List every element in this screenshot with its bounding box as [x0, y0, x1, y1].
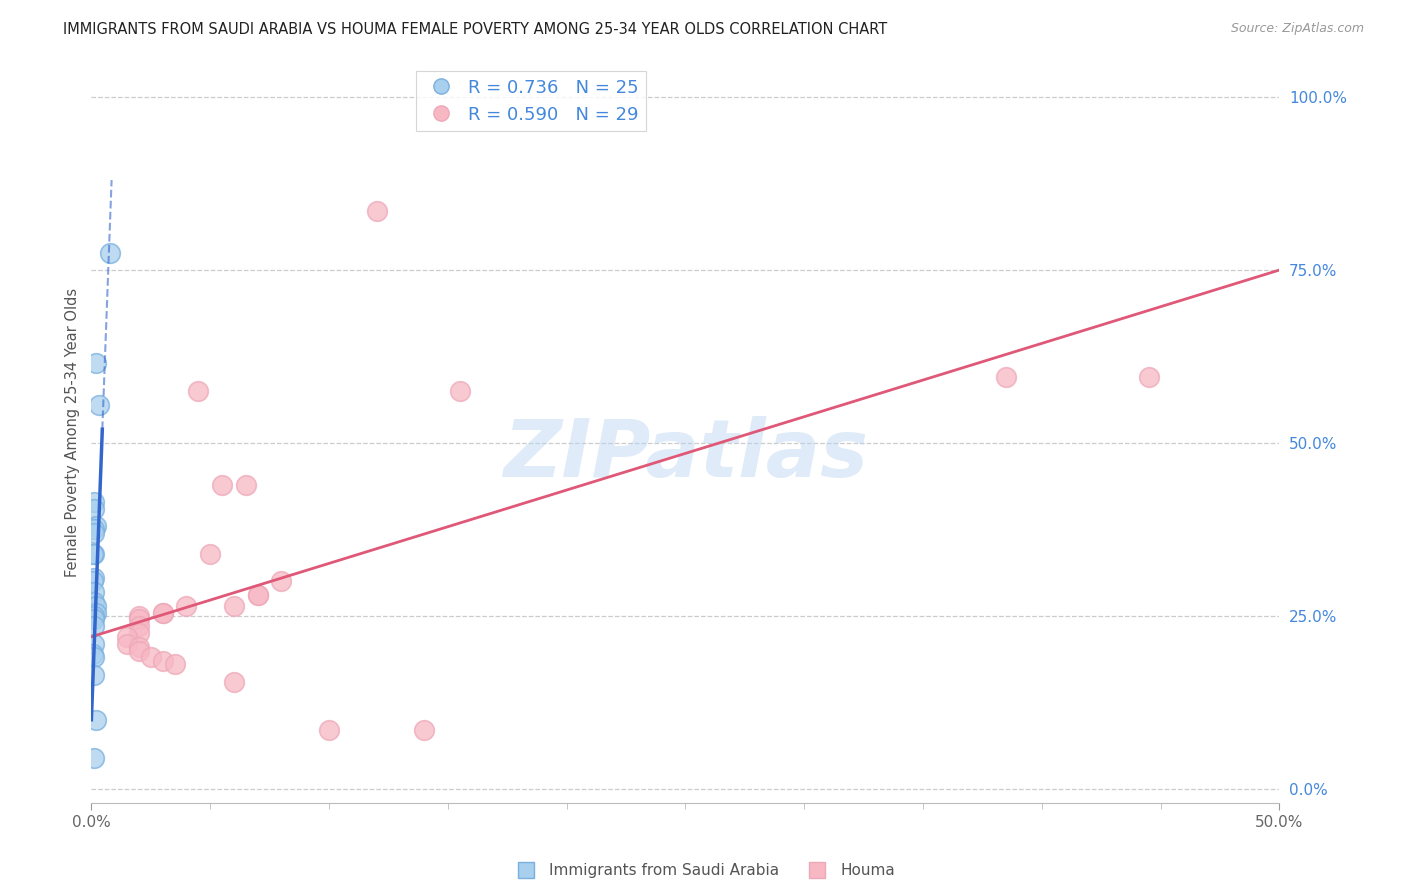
Point: [128, 640, 150, 654]
Point: [222, 599, 245, 613]
Point: [413, 723, 436, 738]
Point: [128, 609, 150, 624]
Point: [366, 204, 388, 219]
Point: [83, 650, 105, 665]
Point: [83, 547, 105, 561]
Point: [270, 574, 292, 589]
Point: [82, 574, 104, 589]
Point: [84, 519, 107, 533]
Point: [83, 501, 105, 516]
Point: [83, 584, 105, 599]
Point: [152, 606, 174, 620]
Point: [83, 525, 105, 540]
Point: [83, 619, 105, 633]
Point: [200, 547, 222, 561]
Legend: R = 0.736   N = 25, R = 0.590   N = 29: R = 0.736 N = 25, R = 0.590 N = 29: [416, 71, 647, 131]
Point: [115, 637, 138, 651]
Point: [1137, 370, 1160, 384]
Point: [83, 595, 105, 609]
Point: [128, 619, 150, 633]
Point: [83, 637, 105, 651]
Point: [187, 384, 209, 398]
Point: [176, 599, 198, 613]
Point: [84, 713, 107, 727]
Point: [83, 751, 105, 765]
Point: [211, 477, 233, 491]
Legend: Immigrants from Saudi Arabia, Houma: Immigrants from Saudi Arabia, Houma: [505, 857, 901, 884]
Point: [139, 650, 162, 665]
Point: [222, 674, 245, 689]
Y-axis label: Female Poverty Among 25-34 Year Olds: Female Poverty Among 25-34 Year Olds: [65, 288, 80, 577]
Text: ZIPatlas: ZIPatlas: [503, 416, 868, 494]
Point: [83, 609, 105, 624]
Point: [128, 612, 150, 626]
Point: [82, 647, 104, 661]
Point: [83, 571, 105, 585]
Point: [84, 606, 107, 620]
Point: [84, 599, 107, 613]
Point: [83, 667, 105, 681]
Point: [449, 384, 471, 398]
Point: [246, 588, 269, 602]
Point: [83, 612, 105, 626]
Point: [82, 547, 104, 561]
Point: [83, 523, 105, 537]
Point: [163, 657, 186, 672]
Point: [152, 606, 174, 620]
Point: [235, 477, 257, 491]
Point: [100, 245, 122, 260]
Point: [87, 398, 110, 412]
Text: Source: ZipAtlas.com: Source: ZipAtlas.com: [1230, 22, 1364, 36]
Point: [115, 630, 138, 644]
Point: [128, 643, 150, 657]
Text: IMMIGRANTS FROM SAUDI ARABIA VS HOUMA FEMALE POVERTY AMONG 25-34 YEAR OLDS CORRE: IMMIGRANTS FROM SAUDI ARABIA VS HOUMA FE…: [63, 22, 887, 37]
Point: [128, 626, 150, 640]
Point: [84, 356, 107, 370]
Point: [995, 370, 1018, 384]
Point: [318, 723, 340, 738]
Point: [246, 588, 269, 602]
Point: [83, 495, 105, 509]
Point: [152, 654, 174, 668]
